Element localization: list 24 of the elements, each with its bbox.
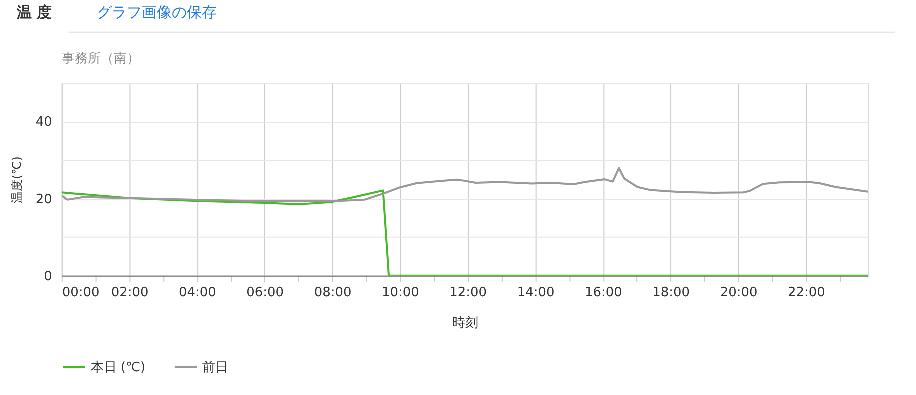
x-tick-label: 14:00 (517, 285, 555, 300)
x-tick-label: 02:00 (111, 285, 149, 300)
text: 温 度 (16, 3, 52, 22)
line-series (62, 167, 868, 202)
y-tick-label: 20 (36, 192, 52, 208)
y-axis-title: 温度(℃) (10, 156, 24, 204)
x-tick-label: 16:00 (585, 285, 622, 300)
x-tick-label: 20:00 (720, 285, 758, 300)
x-tick-label: 12:00 (450, 285, 488, 300)
x-tick-label: 06:00 (246, 285, 284, 300)
x-tick-label: 08:00 (314, 285, 352, 300)
x-tick-label: 04:00 (179, 285, 216, 300)
x-tick-label: 18:00 (652, 285, 690, 300)
x-tick-label: 00:00 (62, 285, 100, 300)
line-series (62, 190, 868, 276)
chart-title: 事務所（南） (62, 51, 140, 66)
x-tick-label: 22:00 (788, 285, 826, 300)
x-axis-title: 時刻 (452, 316, 478, 332)
y-tick-label: 40 (36, 115, 52, 130)
x-tick-label: 10:00 (382, 285, 420, 300)
legend-label: 前日 (202, 360, 229, 376)
legend-label: 本日 (℃) (90, 360, 146, 376)
y-tick-label: 0 (44, 269, 52, 284)
text: グラフ画像の保存 (96, 3, 217, 22)
